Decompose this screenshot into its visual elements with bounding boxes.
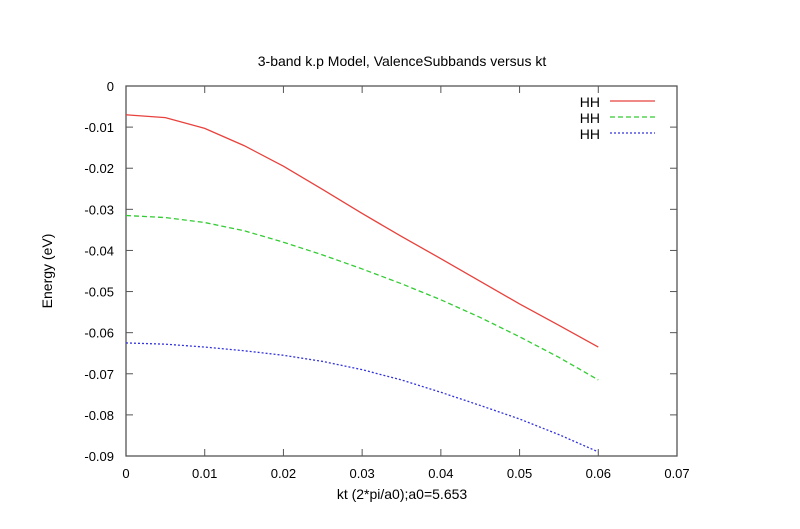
- x-tick-label: 0.05: [507, 466, 532, 481]
- x-tick-label: 0.02: [271, 466, 296, 481]
- chart-title: 3-band k.p Model, ValenceSubbands versus…: [258, 53, 547, 69]
- y-tick-label: -0.07: [84, 367, 114, 382]
- x-tick-label: 0.04: [428, 466, 453, 481]
- y-tick-label: -0.09: [84, 449, 114, 464]
- x-axis-label: kt (2*pi/a0);a0=5.653: [337, 486, 468, 502]
- y-tick-label: -0.04: [84, 243, 114, 258]
- plot-frame: [125, 85, 678, 457]
- y-axis-label: Energy (eV): [39, 234, 55, 309]
- y-tick-label: -0.01: [84, 120, 114, 135]
- series-line-0: [125, 114, 599, 348]
- x-tick-label: 0.01: [192, 466, 217, 481]
- y-tick-label: -0.06: [84, 326, 114, 341]
- x-tick-label: 0.07: [664, 466, 689, 481]
- y-tick-label: -0.08: [84, 408, 114, 423]
- y-tick-label: -0.02: [84, 161, 114, 176]
- series-line-1: [125, 214, 599, 381]
- series-line-2: [125, 342, 599, 453]
- y-tick-label: -0.03: [84, 202, 114, 217]
- legend-label: HH: [580, 94, 600, 110]
- x-tick-label: 0: [122, 466, 129, 481]
- y-tick-label: 0: [107, 79, 114, 94]
- legend-label: HH: [580, 126, 600, 142]
- x-tick-label: 0.06: [586, 466, 611, 481]
- legend-label: HH: [580, 110, 600, 126]
- x-tick-label: 0.03: [349, 466, 374, 481]
- y-tick-label: -0.05: [84, 285, 114, 300]
